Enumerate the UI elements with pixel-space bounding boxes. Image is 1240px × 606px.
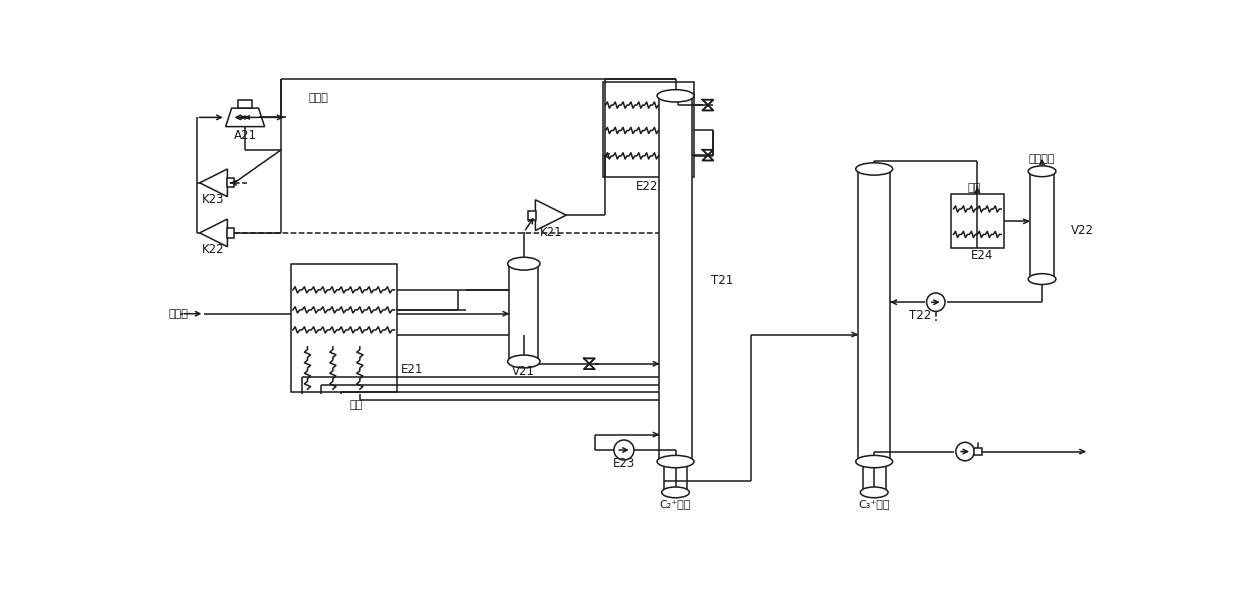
- Bar: [528, 210, 536, 220]
- Polygon shape: [536, 200, 567, 230]
- Text: 丙烷: 丙烷: [350, 401, 362, 410]
- Text: T22: T22: [909, 309, 931, 322]
- Circle shape: [926, 293, 945, 311]
- Ellipse shape: [662, 487, 689, 498]
- Circle shape: [956, 442, 975, 461]
- Circle shape: [614, 440, 634, 460]
- Bar: [663, 462, 687, 492]
- Bar: [975, 448, 982, 456]
- Bar: [951, 195, 1003, 248]
- Text: T21: T21: [711, 274, 733, 287]
- Ellipse shape: [1028, 274, 1056, 284]
- Ellipse shape: [657, 456, 694, 468]
- Ellipse shape: [856, 456, 893, 468]
- Text: E24: E24: [971, 250, 993, 262]
- Bar: [1029, 171, 1054, 279]
- Bar: [660, 96, 692, 462]
- Bar: [290, 264, 397, 392]
- Text: 丙烷: 丙烷: [967, 183, 981, 193]
- Text: E21: E21: [401, 362, 423, 376]
- Text: A21: A21: [233, 129, 257, 142]
- Polygon shape: [200, 219, 227, 247]
- Bar: [858, 169, 890, 462]
- Text: E23: E23: [613, 458, 635, 470]
- Text: K22: K22: [202, 244, 224, 256]
- Bar: [510, 264, 538, 361]
- Bar: [227, 228, 234, 238]
- Ellipse shape: [856, 163, 893, 175]
- Text: E22: E22: [635, 180, 658, 193]
- Ellipse shape: [507, 257, 539, 270]
- Text: V22: V22: [1070, 224, 1094, 237]
- Polygon shape: [200, 169, 227, 197]
- Ellipse shape: [861, 487, 888, 498]
- Text: K23: K23: [202, 193, 224, 206]
- Bar: [603, 82, 694, 177]
- Text: C₃⁺冲液: C₃⁺冲液: [858, 499, 890, 509]
- Text: V21: V21: [512, 365, 536, 378]
- Text: 乙烷产品: 乙烷产品: [1029, 154, 1055, 164]
- Bar: [238, 99, 252, 108]
- Ellipse shape: [657, 90, 694, 102]
- Ellipse shape: [507, 355, 539, 368]
- Text: C₂⁺冲液: C₂⁺冲液: [660, 499, 691, 509]
- Text: 外输气: 外输气: [309, 93, 329, 103]
- Text: 原料气: 原料气: [169, 308, 188, 319]
- Ellipse shape: [1028, 166, 1056, 177]
- Text: K21: K21: [539, 227, 562, 239]
- Polygon shape: [226, 108, 264, 127]
- Bar: [863, 462, 885, 492]
- Bar: [227, 178, 234, 187]
